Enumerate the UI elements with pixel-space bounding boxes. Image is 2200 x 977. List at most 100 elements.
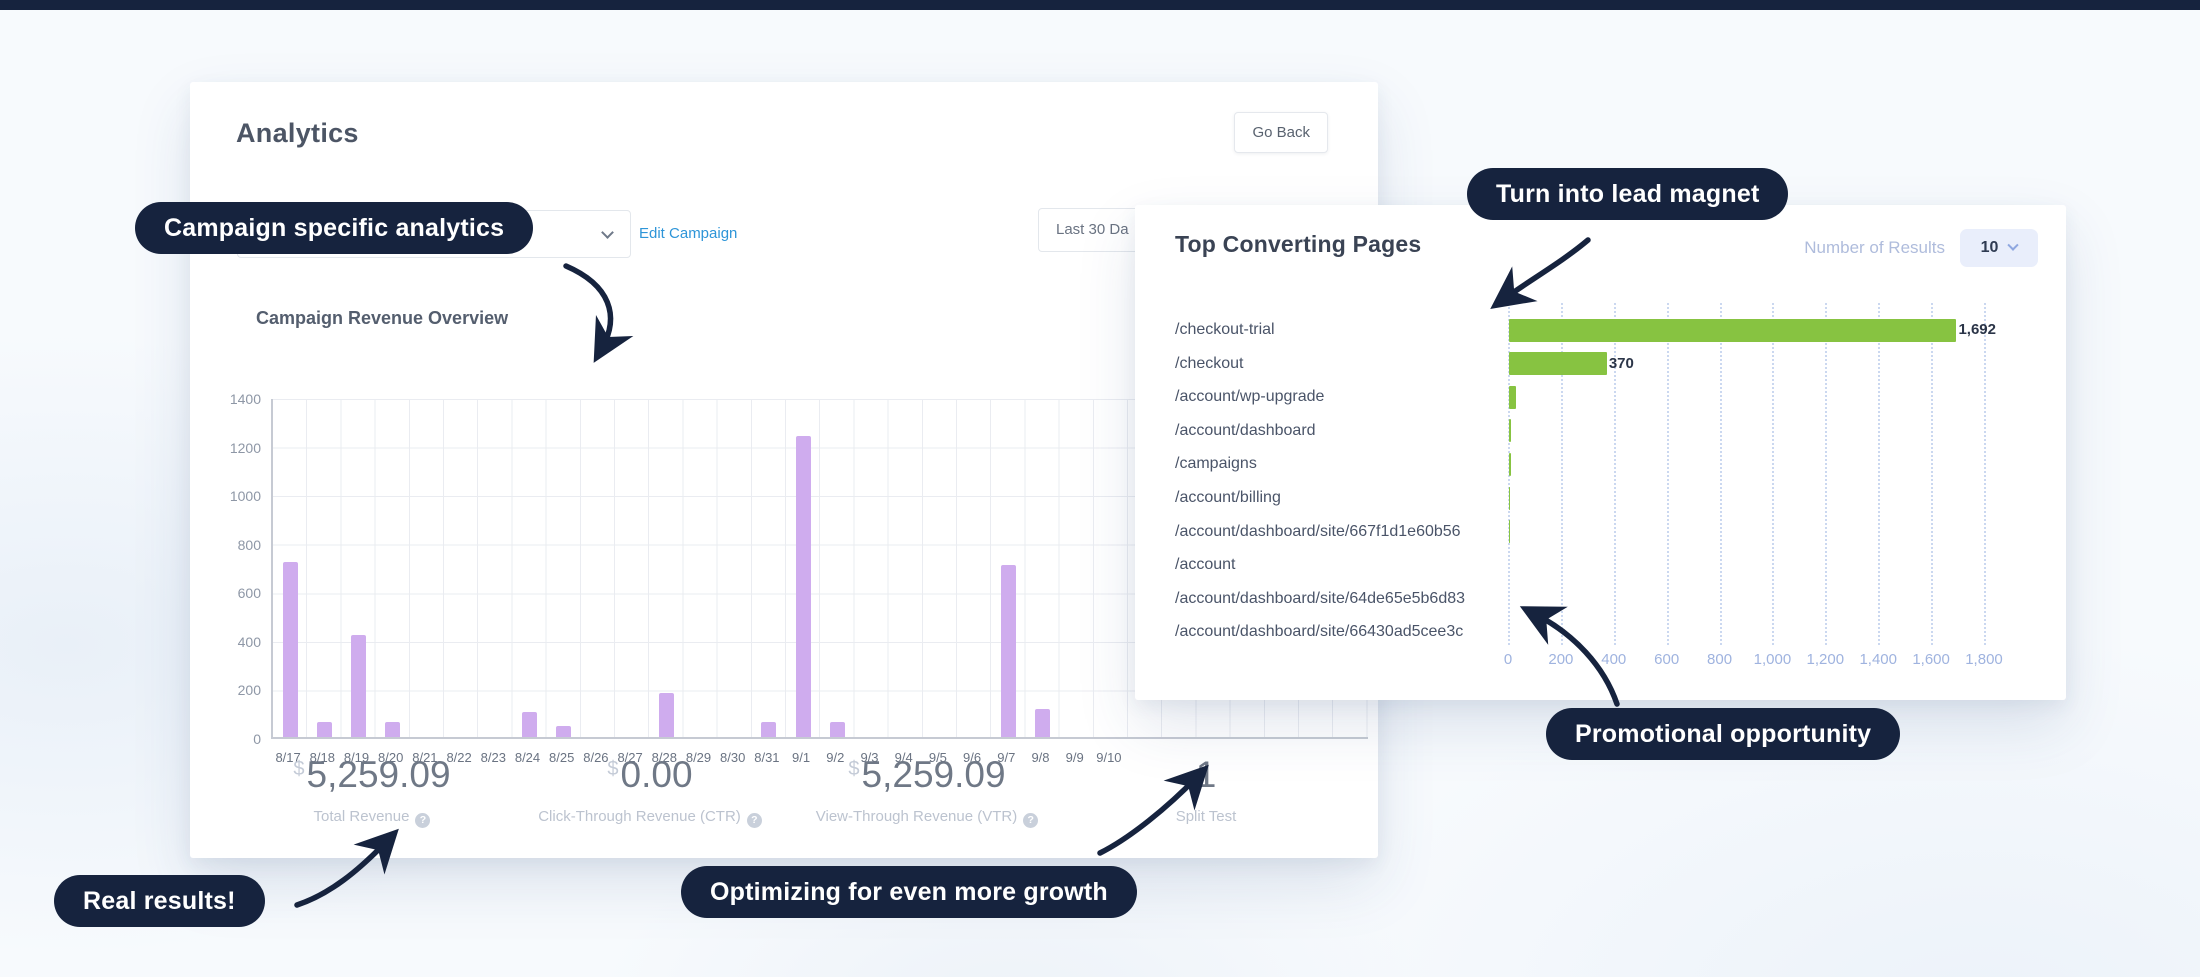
help-icon[interactable]: ? <box>415 812 431 828</box>
revenue-bar <box>316 722 332 737</box>
revenue-bar <box>795 435 811 737</box>
revenue-x-tick-label: 8/29 <box>685 750 712 765</box>
help-icon[interactable]: ? <box>1023 812 1039 828</box>
revenue-x-tick-label: 8/21 <box>412 750 438 765</box>
revenue-y-tick-label: 1400 <box>229 391 261 407</box>
revenue-bar <box>522 711 537 737</box>
edit-campaign-link[interactable]: Edit Campaign <box>639 225 738 242</box>
revenue-bar <box>282 562 298 737</box>
page-bar <box>1509 452 1511 476</box>
stat-split-test: 1 Split Test <box>1046 754 1366 825</box>
revenue-x-tick-label: 8/25 <box>549 750 575 765</box>
page-bar-value: 1,692 <box>1958 321 1996 338</box>
revenue-bar <box>1000 564 1016 737</box>
revenue-x-tick-label: 8/28 <box>651 750 677 765</box>
pages-panel-title: Top Converting Pages <box>1175 231 1422 257</box>
revenue-bar <box>658 693 674 737</box>
revenue-bar <box>385 722 401 737</box>
stat-label: Click-Through Revenue (CTR)? <box>490 808 810 828</box>
help-icon[interactable]: ? <box>746 812 762 828</box>
page-title: Analytics <box>236 118 359 148</box>
revenue-chart-title: Campaign Revenue Overview <box>256 308 509 328</box>
page-bar <box>1509 318 1957 342</box>
page-bar <box>1509 385 1517 409</box>
x-tick-label: 1,800 <box>1965 651 2003 668</box>
revenue-bar <box>351 635 366 737</box>
revenue-y-tick-label: 1200 <box>229 439 261 456</box>
revenue-x-tick-label: 9/3 <box>860 750 879 765</box>
revenue-x-tick-label: 8/24 <box>514 750 541 765</box>
page-row-label: /account <box>1175 556 1236 574</box>
callout-campaign-analytics: Campaign specific analytics <box>135 202 534 254</box>
x-tick-label: 1,000 <box>1753 651 1792 668</box>
page-row-label: /campaigns <box>1175 455 1257 473</box>
stat-value: $5,259.09 <box>293 754 451 795</box>
x-tick-label: 1,200 <box>1806 651 1845 668</box>
number-of-results-label: Number of Results <box>1804 238 1945 257</box>
revenue-y-tick-label: 400 <box>237 633 261 650</box>
revenue-x-tick-label: 8/19 <box>343 750 370 765</box>
stat-value: $5,259.09 <box>848 754 1006 795</box>
callout-optimizing: Optimizing for even more growth <box>681 866 1137 918</box>
revenue-x-tick-label: 9/9 <box>1065 750 1084 765</box>
page-row-label: /checkout-trial <box>1175 321 1275 338</box>
revenue-x-tick-label: 8/26 <box>583 750 609 765</box>
page-row-label: /account/billing <box>1175 489 1281 506</box>
revenue-x-tick-label: 8/22 <box>446 750 472 765</box>
stat-view-through-revenue-vtr: $5,259.09 View-Through Revenue (VTR)? <box>767 754 1087 828</box>
stat-total-revenue: $5,259.09 Total Revenue? <box>212 754 532 828</box>
revenue-x-tick-label: 8/31 <box>754 750 780 765</box>
revenue-y-tick-label: 800 <box>237 536 261 553</box>
revenue-bar <box>1035 709 1050 737</box>
revenue-x-tick-label: 8/20 <box>378 750 404 765</box>
stat-label: View-Through Revenue (VTR)? <box>767 808 1087 828</box>
stat-value: 1 <box>1195 754 1217 795</box>
revenue-x-tick-label: 9/1 <box>792 750 811 765</box>
page-bar <box>1509 520 1511 544</box>
page-row-label: /account/dashboard/site/64de65e5b6d83 <box>1175 589 1466 607</box>
x-tick-label: 400 <box>1601 651 1627 668</box>
revenue-bar <box>556 726 572 737</box>
page-row-label: /account/wp-upgrade <box>1175 388 1325 406</box>
stat-click-through-revenue-ctr: $0.00 Click-Through Revenue (CTR)? <box>490 754 810 828</box>
go-back-button[interactable]: Go Back <box>1234 112 1328 153</box>
revenue-x-tick-label: 8/23 <box>480 750 506 765</box>
grid-line <box>1825 303 1828 645</box>
revenue-y-tick-label: 600 <box>237 585 261 602</box>
x-tick-label: 0 <box>1503 651 1513 668</box>
revenue-x-tick-label: 9/2 <box>826 750 845 765</box>
revenue-x-tick-label: 8/17 <box>275 750 301 765</box>
revenue-x-tick-label: 9/7 <box>997 750 1016 765</box>
revenue-x-tick-label: 8/27 <box>617 750 643 765</box>
page-bar <box>1509 486 1511 510</box>
currency-symbol: $ <box>607 758 619 780</box>
x-tick-label: 800 <box>1707 651 1733 668</box>
page-bar <box>1509 352 1607 376</box>
stat-label: Total Revenue? <box>212 808 532 828</box>
page-row-label: /checkout <box>1175 354 1244 372</box>
grid-line <box>1560 303 1563 645</box>
grid-line <box>1984 303 1986 645</box>
grid-line <box>1719 303 1722 645</box>
x-tick-label: 1,600 <box>1912 651 1950 668</box>
grid-line <box>1613 303 1616 645</box>
revenue-y-tick-label: 1000 <box>229 488 261 505</box>
number-of-results-value: 10 <box>1980 239 1999 256</box>
number-of-results-dropdown[interactable]: 10 <box>1960 229 2038 267</box>
revenue-x-tick-label: 8/18 <box>309 750 335 765</box>
page-bar <box>1509 419 1512 443</box>
callout-promotional: Promotional opportunity <box>1546 708 1901 760</box>
currency-symbol: $ <box>293 758 305 780</box>
page-bar-value: 370 <box>1608 354 1634 372</box>
x-tick-label: 600 <box>1654 651 1680 668</box>
grid-line <box>1772 303 1775 645</box>
revenue-bar <box>829 722 845 737</box>
stat-value: $0.00 <box>607 754 693 795</box>
callout-real-results: Real results! <box>54 875 265 927</box>
top-converting-pages-panel: Top Converting Pages Number of Results 1… <box>1135 205 2066 700</box>
grid-line <box>1666 303 1669 645</box>
revenue-x-tick-label: 9/8 <box>1031 750 1050 765</box>
page-row-label: /account/dashboard/site/667f1d1e60b56 <box>1175 522 1461 540</box>
top-navy-bar <box>0 0 2200 10</box>
grid-line <box>1878 303 1881 645</box>
